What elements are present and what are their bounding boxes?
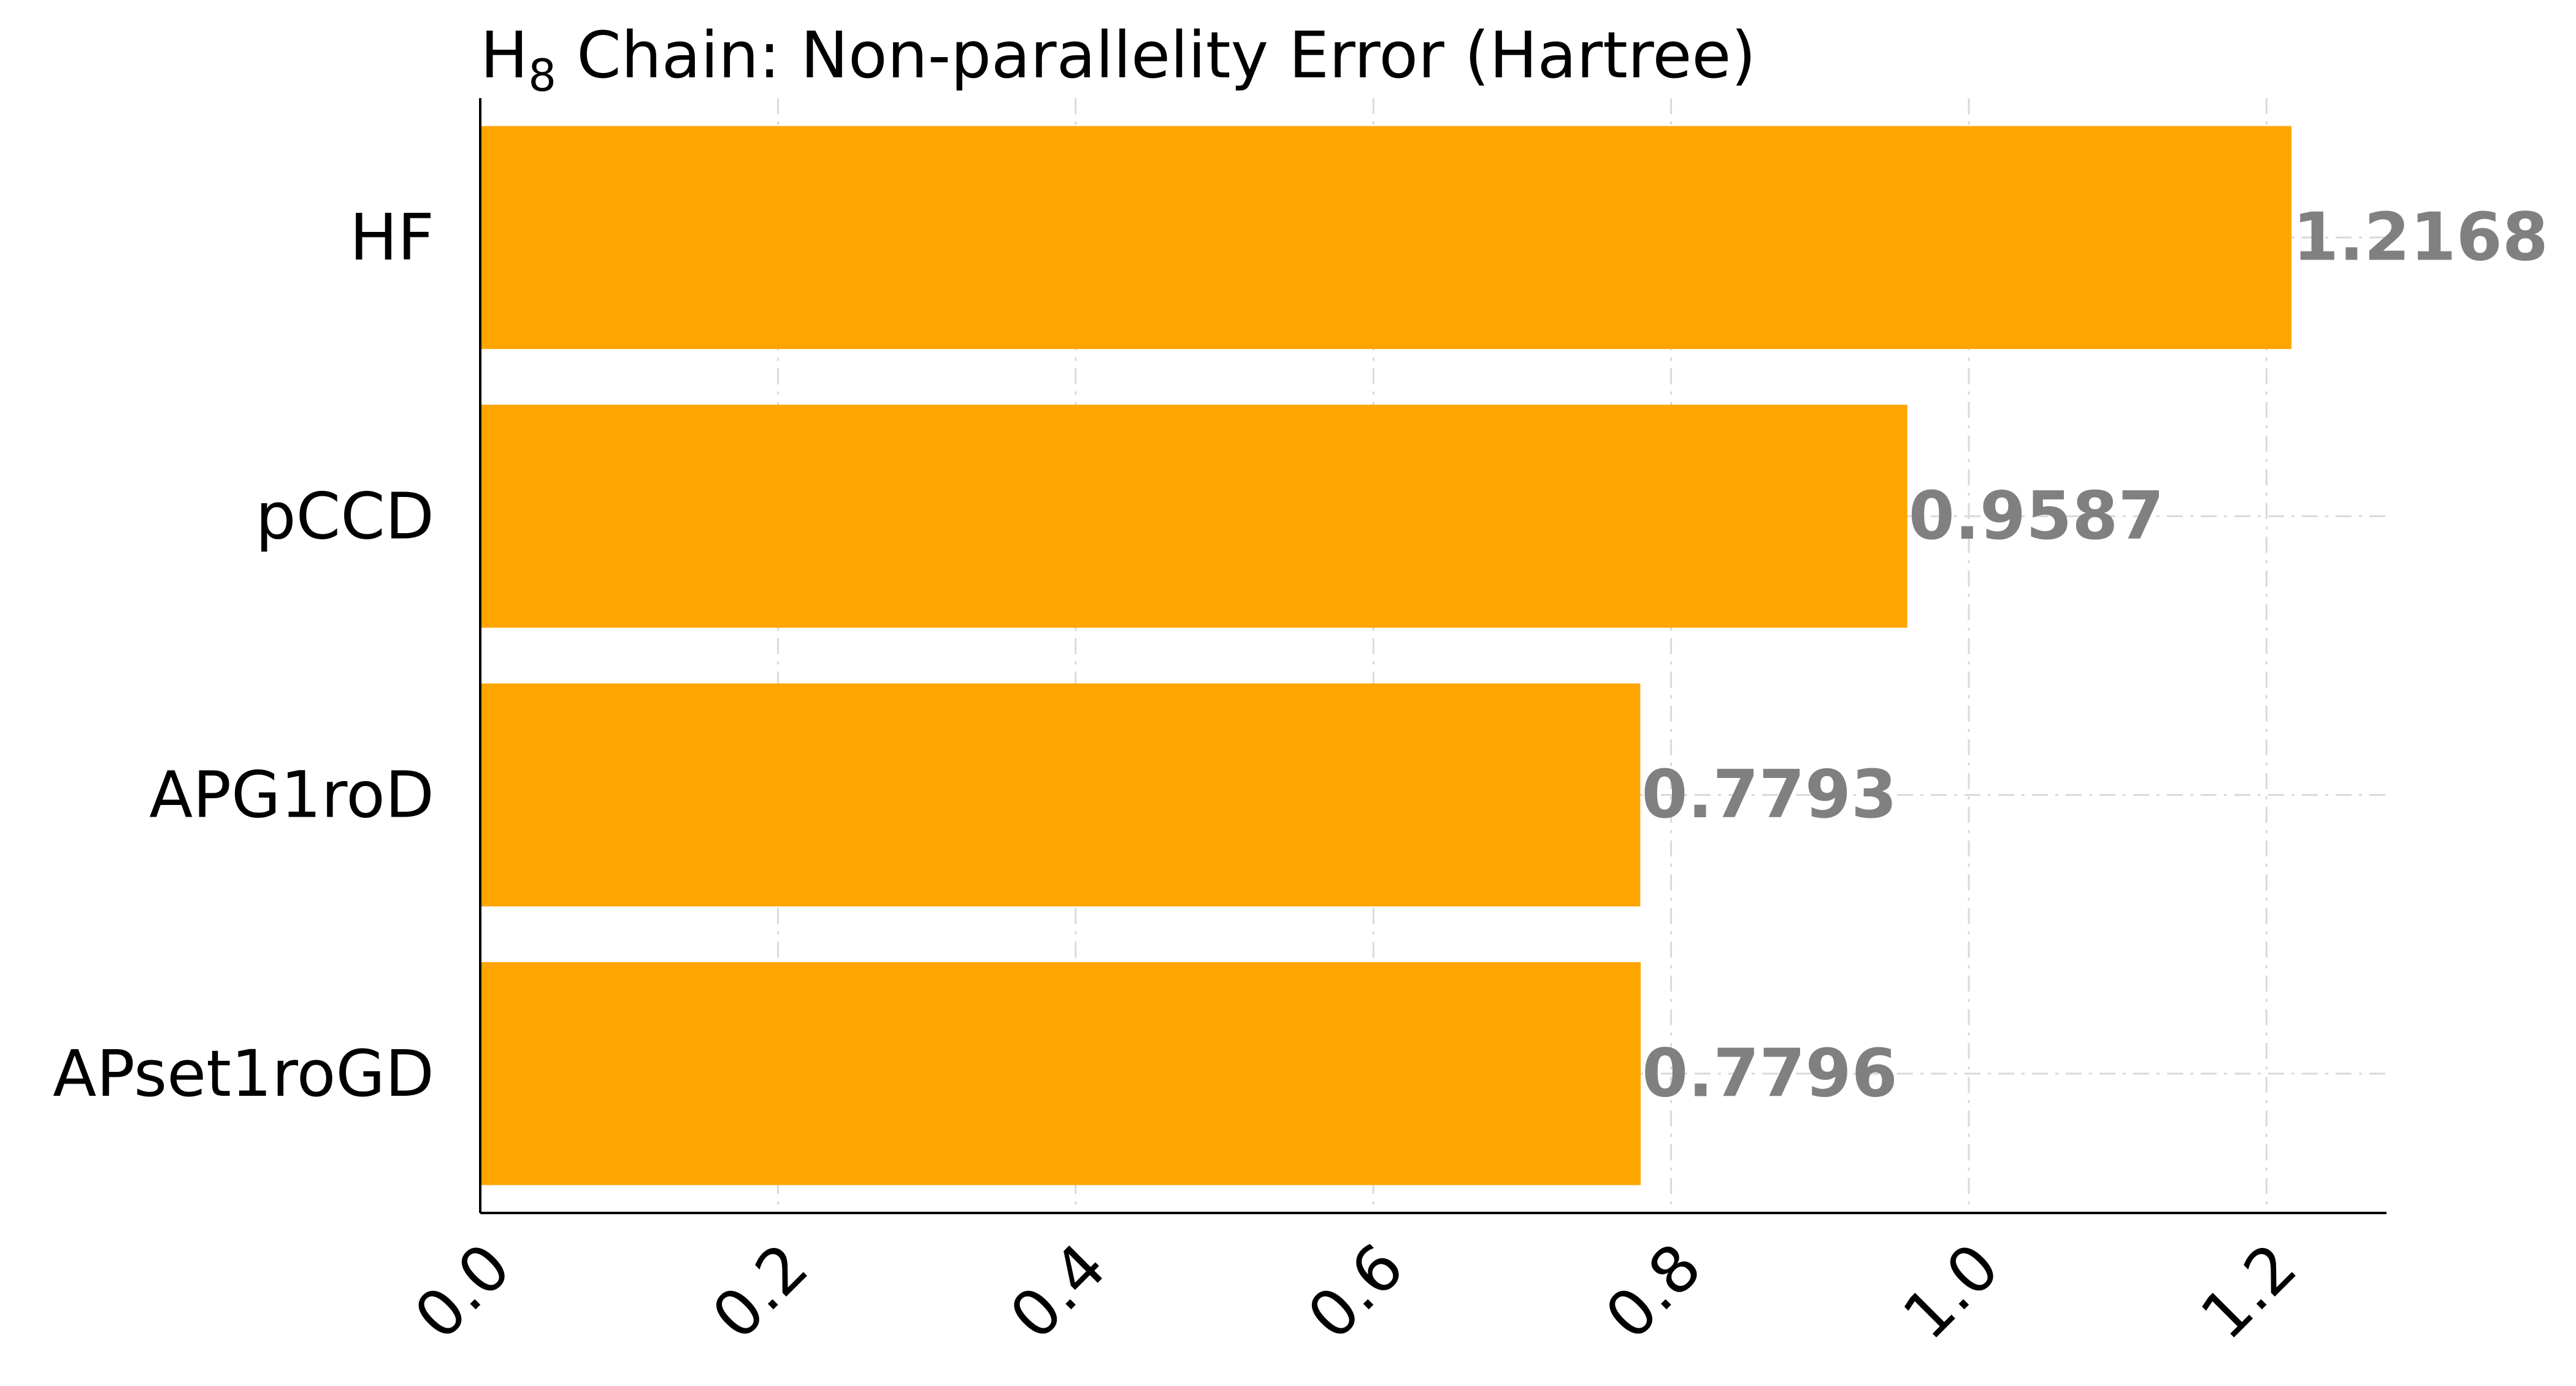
chart-title-subscript: 8 <box>528 50 556 101</box>
x-tick-label: 0.0 <box>400 1229 524 1353</box>
chart-title-main: H <box>480 18 528 93</box>
bar-hf <box>480 126 2292 349</box>
bar-pccd <box>480 404 1907 628</box>
category-label-apg1rod: APG1roD <box>149 758 434 833</box>
value-label-apg1rod: 0.7793 <box>1641 757 1897 833</box>
value-label-pccd: 0.9587 <box>1909 478 2164 555</box>
value-label-apset1rogd: 0.7796 <box>1642 1035 1898 1112</box>
x-tick-label: 0.4 <box>995 1229 1120 1353</box>
value-labels: 1.2168 0.9587 0.7793 0.7796 <box>1641 199 2548 1112</box>
axes <box>479 98 2386 1214</box>
x-tick-label: 0.6 <box>1294 1229 1418 1353</box>
category-label-pccd: pCCD <box>256 479 434 553</box>
bar-apg1rod <box>480 683 1641 907</box>
x-tick-label: 0.2 <box>698 1229 822 1353</box>
value-label-hf: 1.2168 <box>2293 199 2548 276</box>
chart-title: H8 Chain: Non-parallelity Error (Hartree… <box>480 18 1756 101</box>
x-tick-label: 1.0 <box>1888 1229 2013 1353</box>
x-tick-label: 1.2 <box>2187 1229 2311 1353</box>
bar-apset1rogd <box>480 962 1641 1185</box>
category-label-hf: HF <box>350 200 434 275</box>
bars <box>480 126 2292 1185</box>
chart-title-rest: Chain: Non-parallelity Error (Hartree) <box>556 18 1756 93</box>
category-labels: HF pCCD APG1roD APset1roGD <box>53 200 434 1111</box>
x-tick-label: 0.8 <box>1591 1229 1715 1353</box>
x-tick-labels: 0.0 0.2 0.4 0.6 0.8 1.0 1.2 <box>400 1229 2311 1353</box>
category-label-apset1rogd: APset1roGD <box>53 1036 434 1111</box>
svg-text:H8 Chain: Non-parallelity Erro: H8 Chain: Non-parallelity Error (Hartree… <box>480 18 1756 101</box>
